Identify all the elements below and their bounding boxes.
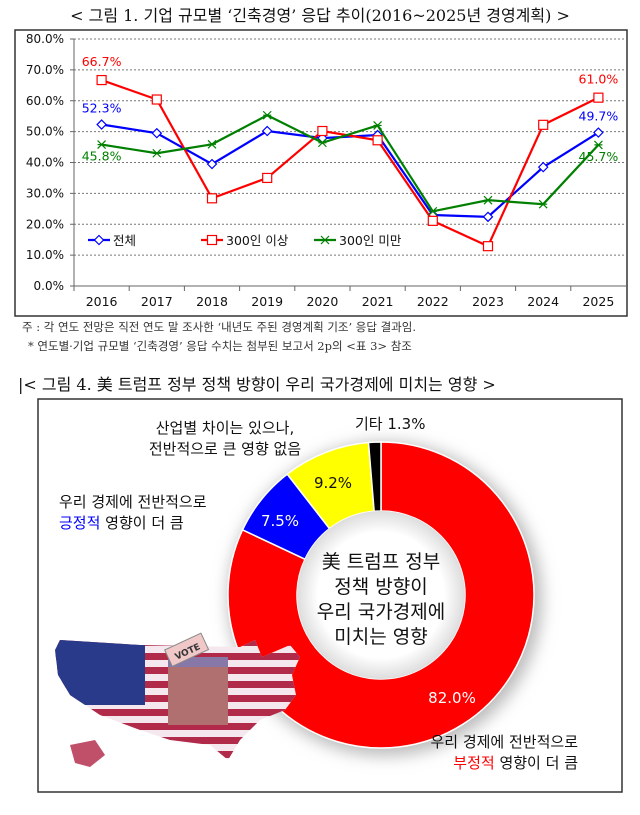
figure1-note-1: 주 : 각 연도 전망은 직전 연도 말 조사한 ‘내년도 주된 경영계획 기조… bbox=[22, 320, 416, 334]
category-label: 기타 1.3% bbox=[355, 415, 425, 433]
x-tick-label: 2022 bbox=[417, 294, 449, 309]
data-label: 45.8% bbox=[82, 149, 122, 164]
data-label: 45.7% bbox=[579, 149, 619, 164]
data-point bbox=[207, 139, 217, 149]
center-label: 미치는 영향 bbox=[334, 626, 427, 648]
figure1-note-2: * 연도별·기업 규모별 ‘긴축경영’ 응답 수치는 첨부된 보고서 2p의 <… bbox=[28, 339, 412, 353]
map-graphic-part bbox=[55, 737, 300, 744]
y-tick-label: 60.0% bbox=[26, 94, 64, 108]
data-point bbox=[372, 135, 383, 146]
category-label: 긍정적 영향이 더 큼 bbox=[59, 514, 184, 532]
data-point bbox=[262, 172, 273, 184]
data-point bbox=[593, 92, 604, 103]
highlight-text: 긍정적 bbox=[59, 514, 100, 532]
y-tick-label: 50.0% bbox=[26, 125, 64, 139]
y-tick-label: 10.0% bbox=[26, 248, 64, 262]
y-tick-label: 70.0% bbox=[26, 63, 64, 77]
x-tick-label: 2017 bbox=[141, 294, 173, 309]
center-label: 우리 국가경제에 bbox=[317, 601, 445, 623]
y-tick-label: 20.0% bbox=[26, 217, 64, 231]
legend-label: 300인 미만 bbox=[339, 233, 402, 248]
legend-label: 전체 bbox=[113, 233, 136, 248]
data-point bbox=[261, 125, 273, 137]
x-tick-label: 2021 bbox=[362, 294, 394, 309]
map-graphic-part bbox=[168, 657, 228, 667]
legend-marker bbox=[93, 234, 105, 246]
legend-marker bbox=[206, 234, 218, 246]
line-chart: 0.0% 10.0% 20.0% 30.0% 40.0% 50.0% 60.0% 70.0% 8… bbox=[14, 29, 628, 317]
series-line bbox=[101, 114, 600, 213]
data-label: 52.3% bbox=[82, 101, 122, 116]
data-point bbox=[151, 127, 163, 139]
data-point bbox=[152, 148, 162, 158]
data-point bbox=[206, 193, 218, 204]
data-point bbox=[428, 206, 438, 216]
category-label: 전반적으로 큰 영향 없음 bbox=[149, 440, 301, 458]
y-tick-label: 30.0% bbox=[26, 186, 64, 200]
data-point bbox=[151, 94, 162, 105]
data-point bbox=[483, 195, 493, 205]
data-label: 49.7% bbox=[579, 109, 619, 124]
map-graphic-part bbox=[164, 632, 210, 668]
data-point bbox=[96, 119, 107, 130]
data-point bbox=[482, 241, 494, 252]
center-label: 정책 방향이 bbox=[334, 576, 427, 598]
category-label: 우리 경제에 전반적으로 bbox=[59, 493, 207, 511]
label-text: 영향이 더 큼 bbox=[495, 754, 579, 772]
y-tick-label: 0.0% bbox=[34, 279, 65, 293]
data-point bbox=[427, 215, 438, 226]
chart-frame bbox=[14, 29, 628, 317]
value-label: 7.5% bbox=[261, 512, 299, 530]
category-label: 부정적 영향이 더 큼 bbox=[453, 754, 578, 772]
x-tick-label: 2023 bbox=[472, 294, 504, 309]
legend-marker bbox=[320, 235, 330, 245]
donut-center bbox=[297, 511, 465, 679]
y-tick-label: 80.0% bbox=[26, 32, 64, 46]
data-point bbox=[537, 161, 549, 173]
data-label: 66.7% bbox=[82, 54, 122, 69]
figure2-title: |< 그림 4. 美 트럼프 정부 정책 방향이 우리 국가경제에 미치는 영향… bbox=[18, 375, 496, 394]
data-point bbox=[317, 125, 328, 137]
center-label: 美 트럼프 정부 bbox=[322, 551, 440, 573]
x-tick-label: 2025 bbox=[582, 294, 614, 309]
map-graphic-part bbox=[55, 640, 145, 705]
x-tick-label: 2018 bbox=[196, 294, 228, 309]
map-graphic-part bbox=[70, 740, 105, 767]
x-tick-label: 2024 bbox=[527, 294, 559, 309]
data-point bbox=[593, 127, 604, 138]
value-label: 82.0% bbox=[428, 689, 476, 707]
data-point bbox=[206, 158, 218, 170]
y-tick-label: 40.0% bbox=[26, 156, 64, 170]
data-label: 61.0% bbox=[579, 72, 619, 87]
data-point bbox=[538, 199, 548, 209]
data-point bbox=[262, 110, 272, 120]
data-point bbox=[482, 211, 494, 223]
x-tick-label: 2020 bbox=[306, 294, 338, 309]
map-graphic-part bbox=[168, 665, 228, 725]
data-point bbox=[317, 138, 327, 148]
data-point bbox=[96, 74, 107, 86]
label-text: 영향이 더 큼 bbox=[100, 514, 184, 532]
highlight-text: 부정적 bbox=[453, 754, 494, 772]
legend-label: 300인 이상 bbox=[226, 233, 289, 248]
figure1-title: < 그림 1. 기업 규모별 ‘긴축경영’ 응답 추이(2016~2025년 경… bbox=[70, 6, 570, 25]
x-tick-label: 2019 bbox=[251, 294, 283, 309]
x-tick-label: 2016 bbox=[86, 294, 118, 309]
data-point bbox=[373, 121, 383, 130]
series-2: 45.8% 45.7% 300인 미만 bbox=[82, 110, 619, 248]
data-point bbox=[593, 140, 603, 150]
category-label: 우리 경제에 전반적으로 bbox=[430, 733, 578, 751]
map-graphic-part bbox=[55, 723, 300, 730]
category-label: 산업별 차이는 있으나, bbox=[156, 419, 295, 437]
data-point bbox=[97, 140, 107, 150]
value-label: 9.2% bbox=[314, 474, 352, 492]
data-point bbox=[538, 119, 549, 130]
